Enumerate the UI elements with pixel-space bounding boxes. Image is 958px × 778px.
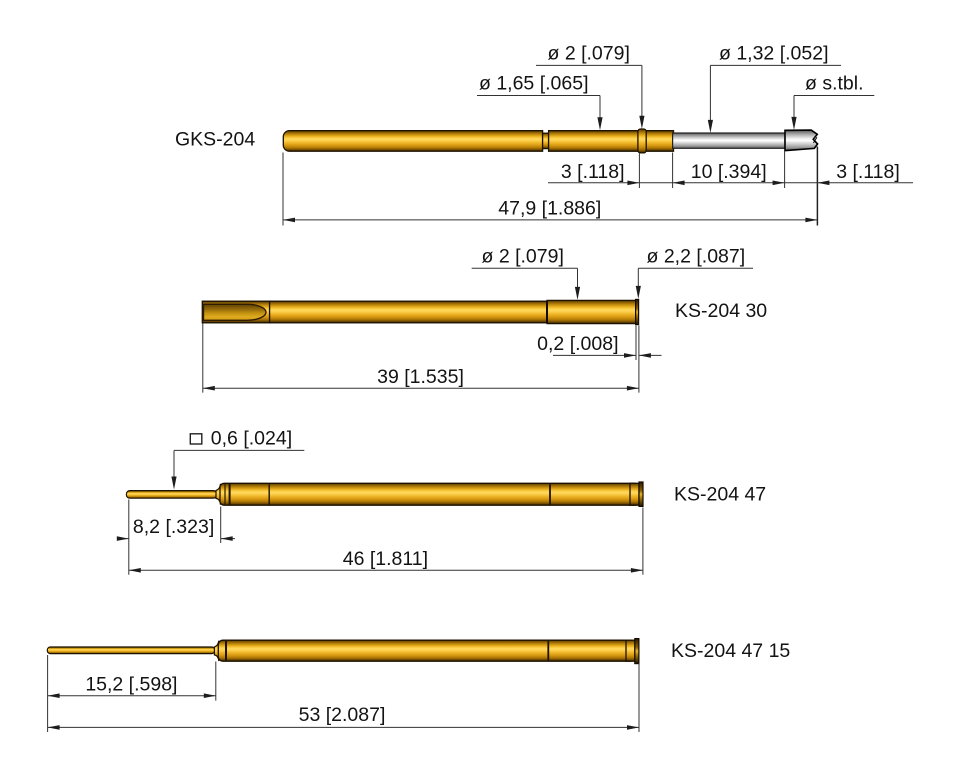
svg-text:3 [.118]: 3 [.118] <box>836 161 900 183</box>
svg-text:ø 2 [.079]: ø 2 [.079] <box>482 245 564 267</box>
svg-text:8,2 [.323]: 8,2 [.323] <box>133 516 214 538</box>
svg-text:ø 1,32 [.052]: ø 1,32 [.052] <box>719 42 829 64</box>
svg-text:ø s.tbl.: ø s.tbl. <box>805 73 864 95</box>
svg-text:0,2 [.008]: 0,2 [.008] <box>537 333 618 355</box>
svg-text:15,2 [.598]: 15,2 [.598] <box>85 673 177 695</box>
svg-text:39 [1.535]: 39 [1.535] <box>377 366 464 388</box>
svg-text:ø 2 [.079]: ø 2 [.079] <box>548 42 630 64</box>
svg-text:10 [.394]: 10 [.394] <box>691 161 767 183</box>
svg-text:KS-204 47: KS-204 47 <box>674 484 766 506</box>
svg-text:KS-204 30: KS-204 30 <box>675 300 767 322</box>
svg-text:46 [1.811]: 46 [1.811] <box>343 548 428 570</box>
svg-text:ø 2,2 [.087]: ø 2,2 [.087] <box>647 245 746 267</box>
svg-text:GKS-204: GKS-204 <box>175 129 255 151</box>
svg-text:53 [2.087]: 53 [2.087] <box>299 704 386 726</box>
svg-text:47,9 [1.886]: 47,9 [1.886] <box>498 198 601 220</box>
svg-text:3 [.118]: 3 [.118] <box>561 161 625 183</box>
svg-text:KS-204 47 15: KS-204 47 15 <box>671 640 790 662</box>
svg-text:0,6 [.024]: 0,6 [.024] <box>211 427 292 449</box>
svg-text:ø 1,65 [.065]: ø 1,65 [.065] <box>479 73 589 95</box>
